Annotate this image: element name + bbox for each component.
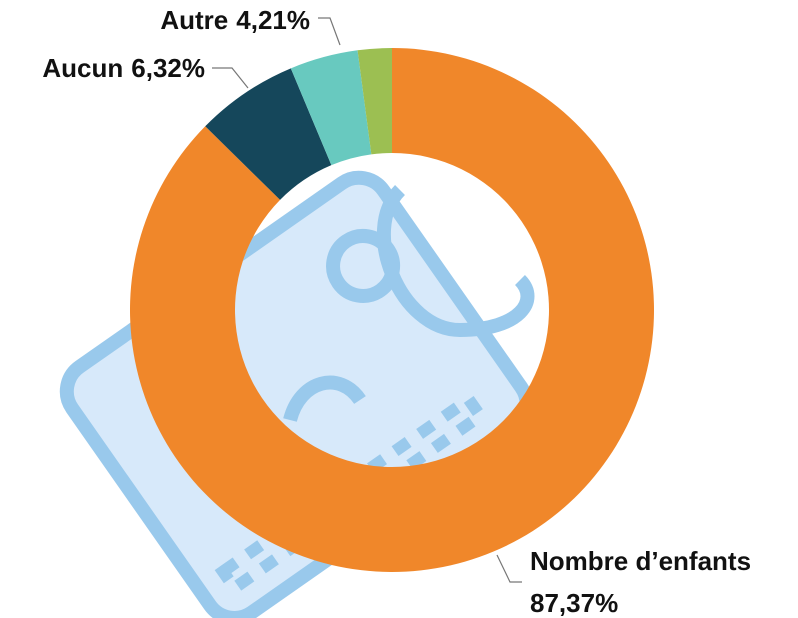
- slice-value-label: 87,37%: [530, 588, 618, 618]
- slice-label: Nombre d’enfants: [530, 546, 751, 576]
- leader-line: [496, 554, 522, 583]
- slice-name: Aucun: [42, 53, 123, 83]
- donut-slice: [129, 48, 654, 572]
- slice-value-label: 6,32%: [131, 53, 205, 83]
- leader-line: [212, 67, 249, 89]
- labels: Nombre d’enfants 87,37% Aucun 6,32% Autre 4,2…: [42, 5, 751, 618]
- donut: [129, 48, 654, 572]
- leader-line: [318, 17, 341, 46]
- slice-label: Aucun 6,32%: [42, 53, 205, 83]
- donut-slice: [357, 48, 392, 155]
- donut-slice: [205, 68, 332, 200]
- slice-value-label: 4,21%: [236, 5, 310, 35]
- donut-slice: [290, 50, 372, 166]
- slice-label: Autre 4,21%: [160, 5, 310, 35]
- slice-name: Autre: [160, 5, 228, 35]
